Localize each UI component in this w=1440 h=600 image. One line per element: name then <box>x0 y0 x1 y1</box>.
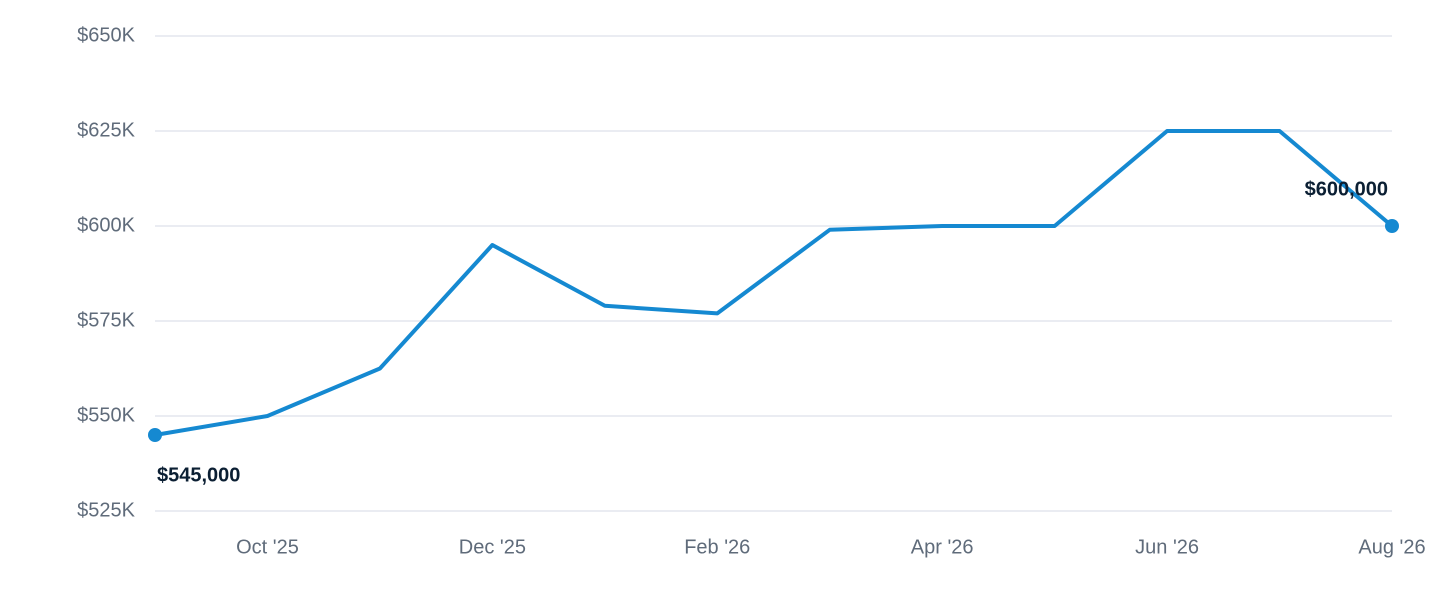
y-tick-label: $525K <box>77 499 135 521</box>
x-tick-label: Dec '25 <box>459 536 526 558</box>
data-label: $545,000 <box>157 464 240 486</box>
data-label: $600,000 <box>1305 178 1388 200</box>
y-tick-label: $575K <box>77 309 135 331</box>
x-tick-label: Aug '26 <box>1358 536 1425 558</box>
y-tick-label: $625K <box>77 119 135 141</box>
point <box>148 428 162 442</box>
y-tick-label: $650K <box>77 24 135 46</box>
y-tick-label: $600K <box>77 214 135 236</box>
x-tick-label: Oct '25 <box>236 536 299 558</box>
x-tick-label: Apr '26 <box>911 536 974 558</box>
y-tick-label: $550K <box>77 404 135 426</box>
point <box>1385 219 1399 233</box>
x-tick-label: Jun '26 <box>1135 536 1199 558</box>
line <box>154 129 1394 437</box>
x-tick-label: Feb '26 <box>684 536 750 558</box>
